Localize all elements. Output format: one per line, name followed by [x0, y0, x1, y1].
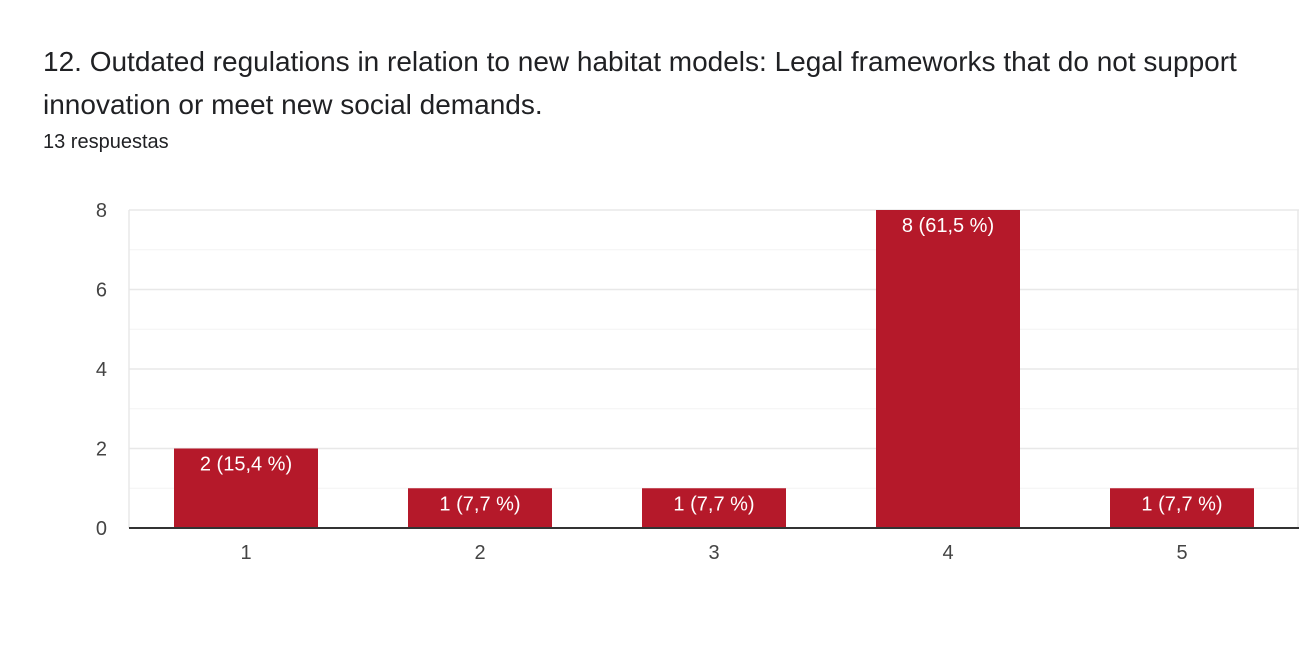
data-label-2: 1 (7,7 %)	[439, 493, 520, 515]
question-title: 12. Outdated regulations in relation to …	[43, 46, 1237, 120]
data-labels: 2 (15,4 %) 1 (7,7 %) 1 (7,7 %) 8 (61,5 %) 1 …	[200, 215, 1223, 515]
y-tick-label: 4	[96, 359, 107, 381]
bar-5	[1110, 488, 1254, 528]
response-count: 13 respuestas	[43, 131, 169, 153]
x-tick-label-5: 5	[1176, 542, 1187, 564]
x-tick-label-1: 1	[240, 542, 251, 564]
x-axis-ticks: 1 2 3 4 5	[240, 542, 1187, 564]
data-label-5: 1 (7,7 %)	[1141, 493, 1222, 515]
bar-2	[408, 488, 552, 528]
y-tick-label: 2	[96, 439, 107, 461]
x-tick-label-4: 4	[942, 542, 953, 564]
data-label-1: 2 (15,4 %)	[200, 454, 292, 476]
data-label-4: 8 (61,5 %)	[902, 215, 994, 237]
bar-1	[174, 448, 318, 528]
y-tick-label: 0	[96, 518, 107, 540]
y-tick-label: 8	[96, 200, 107, 222]
y-axis-ticks: 0 2 4 6 8	[96, 200, 107, 540]
bars	[174, 210, 1254, 528]
bar-3	[642, 488, 786, 528]
bar-4	[876, 210, 1020, 528]
gridlines	[128, 209, 1299, 528]
data-label-3: 1 (7,7 %)	[673, 493, 754, 515]
x-tick-label-2: 2	[474, 542, 485, 564]
x-tick-label-3: 3	[708, 542, 719, 564]
y-tick-label: 6	[96, 280, 107, 302]
